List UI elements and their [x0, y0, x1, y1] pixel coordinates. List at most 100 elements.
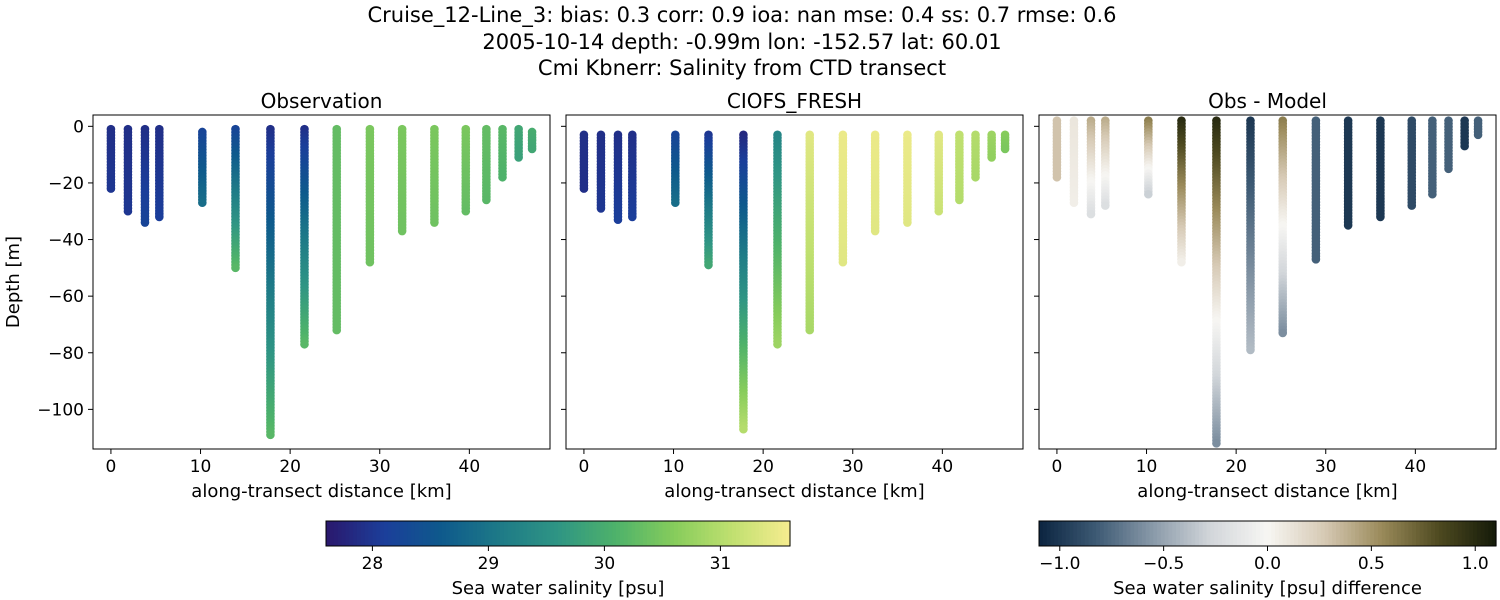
colorbar-segment	[511, 521, 517, 546]
colorbar-segment	[1381, 521, 1387, 546]
colorbar-segment	[1431, 521, 1436, 546]
colorbar-tick-label: 0.0	[1254, 554, 1281, 574]
colorbar-segment	[1396, 521, 1402, 546]
y-tick-label: −40	[48, 231, 84, 251]
x-tick-label: 30	[1315, 457, 1337, 477]
colorbar-segment	[716, 521, 721, 546]
colorbar-segment	[442, 521, 447, 546]
colorbar-segment	[376, 521, 381, 546]
colorbar-segment	[368, 521, 373, 546]
colorbar-segment	[1259, 521, 1265, 546]
colorbar-segment	[1103, 521, 1109, 546]
data-point	[739, 424, 748, 434]
colorbar-segment	[403, 521, 408, 546]
data-point	[461, 206, 471, 216]
colorbar-segment	[492, 521, 497, 546]
colorbar-segment	[1473, 521, 1478, 546]
colorbar-segment	[360, 521, 366, 546]
colorbar-segment	[1160, 521, 1166, 546]
colorbar-segment	[573, 521, 578, 546]
colorbar-segment	[728, 521, 733, 546]
colorbar-segment	[1435, 521, 1440, 546]
panel-observation: Observation 0 10 20 30 40 along-transect dista…	[3, 89, 551, 502]
colorbar-segment	[616, 521, 621, 546]
colorbar-segment	[364, 521, 370, 546]
colorbar-segment	[372, 521, 377, 546]
colorbar-segment	[1126, 521, 1131, 546]
colorbar-segment	[1115, 521, 1120, 546]
colorbar-segment	[480, 521, 486, 546]
colorbar-segment	[1324, 521, 1330, 546]
colorbar-segment	[689, 521, 694, 546]
colorbar-segment	[712, 521, 718, 546]
colorbar-segment	[1370, 521, 1375, 546]
colorbar-segment	[534, 521, 540, 546]
data-point	[498, 172, 507, 182]
colorbar-segment	[697, 521, 702, 546]
colorbar-segment	[1412, 521, 1417, 546]
colorbar-segment	[743, 521, 749, 546]
x-tick-label: 20	[1225, 457, 1247, 477]
colorbar-segment	[755, 521, 760, 546]
colorbar-segment	[724, 521, 729, 546]
colorbar-segment	[670, 521, 675, 546]
colorbar-segment	[356, 521, 362, 546]
figure-title-line-3: Cmi Kbnerr: Salinity from CTD transect	[538, 56, 946, 80]
y-tick-label: −20	[48, 174, 84, 194]
data-point	[596, 204, 606, 213]
colorbar-segment	[681, 521, 687, 546]
y-tick-label: 0	[73, 117, 84, 137]
colorbar-segment	[1423, 521, 1429, 546]
colorbar-segment	[1419, 521, 1425, 546]
colorbar-segment	[1256, 521, 1261, 546]
colorbar-segment	[1400, 521, 1406, 546]
data-point	[1052, 172, 1062, 182]
colorbar-segment	[530, 521, 536, 546]
colorbar-segment	[469, 521, 474, 546]
colorbar-segment	[515, 521, 520, 546]
colorbar-segment	[1355, 521, 1360, 546]
colorbar-segment	[646, 521, 652, 546]
colorbar-segment	[747, 521, 752, 546]
colorbar-segment	[380, 521, 385, 546]
x-tick-label: 40	[459, 457, 481, 477]
colorbar-segment	[732, 521, 737, 546]
colorbar-segment	[1248, 521, 1253, 546]
colorbar-tick-label: −0.5	[1143, 554, 1184, 574]
colorbar-segment	[457, 521, 462, 546]
colorbar-segment	[1374, 521, 1379, 546]
colorbar-segment	[438, 521, 443, 546]
colorbar-segment	[414, 521, 420, 546]
colorbar-segment	[608, 521, 613, 546]
colorbar-segment	[395, 521, 401, 546]
data-point	[1444, 164, 1453, 174]
data-point	[106, 184, 116, 193]
colorbar-segment	[1343, 521, 1349, 546]
colorbar-segment	[739, 521, 745, 546]
colorbar-segment	[674, 521, 679, 546]
colorbar-segment	[422, 521, 428, 546]
data-point	[838, 257, 848, 267]
colorbar-segment	[708, 521, 714, 546]
data-point	[365, 257, 375, 267]
colorbar-segment	[631, 521, 636, 546]
colorbar-label: Sea water salinity [psu]	[452, 578, 665, 599]
colorbar-segment	[1111, 521, 1116, 546]
colorbar-segment	[430, 521, 435, 546]
data-point	[1278, 328, 1288, 338]
colorbar-segment	[1206, 521, 1211, 546]
colorbar-segment	[407, 521, 412, 546]
data-point	[971, 172, 980, 182]
colorbar-tick-label: −1.0	[1039, 554, 1080, 574]
colorbar-segment	[770, 521, 776, 546]
colorbar-segment	[1092, 521, 1097, 546]
data-point	[527, 144, 537, 154]
colorbar-segment	[685, 521, 691, 546]
data-point	[332, 325, 342, 335]
data-point	[773, 339, 782, 349]
colorbar-segment	[720, 521, 725, 546]
colorbar-segment	[612, 521, 617, 546]
colorbar-segment	[523, 521, 528, 546]
colorbar-segment	[1080, 521, 1086, 546]
profile-points	[106, 124, 537, 440]
